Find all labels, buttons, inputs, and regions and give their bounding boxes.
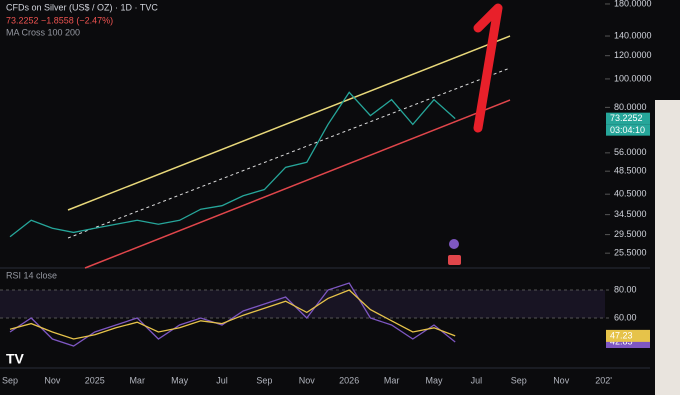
y-tick-label: 29.5000 [614,229,647,239]
x-tick-label: Mar [384,375,400,385]
x-tick-label: Jul [471,375,483,385]
y-tick-label: 80.0000 [614,102,647,112]
y-tick-label: 80.00 [614,284,637,294]
x-tick-label: Nov [299,375,316,385]
icon [449,239,459,249]
y-tick-label: 60.00 [614,312,637,322]
series-line [9,289,456,340]
paper-edge [655,100,680,395]
y-tick-label: 140.0000 [614,30,652,40]
trend-line [67,67,511,239]
y-tick-label: 120.0000 [614,50,652,60]
x-tick-label: 2025 [85,375,105,385]
y-tick-label: 40.5000 [614,189,647,199]
last-value-box [606,329,650,342]
x-tick-label: Mar [129,375,145,385]
x-tick-label: 2026 [339,375,359,385]
series-line [9,282,456,347]
x-tick-label: Jul [216,375,228,385]
x-tick-label: Sep [2,375,18,385]
indicator: MA Cross 100 200 [6,27,80,37]
y-tick-label: 180.0000 [614,0,652,8]
x-tick-label: 202' [595,375,612,385]
last-value-label: 73.2252 [610,113,643,123]
x-tick-label: Nov [44,375,61,385]
x-tick-label: Sep [511,375,527,385]
last-value-box [606,112,650,125]
trend-line [84,99,511,269]
rsi-title: RSI 14 close [6,270,57,280]
x-tick-label: May [171,375,189,385]
y-tick-label: 48.5000 [614,166,647,176]
y-tick-label: 56.0000 [614,147,647,157]
y-tick-label: 25.5000 [614,248,647,258]
series-line [9,91,456,238]
y-tick-label: 34.5000 [614,209,647,219]
symbol: CFDs on Silver (US$ / OZ) · 1D · TVC [6,2,158,12]
x-tick-label: May [425,375,443,385]
countdown: 03:04:10 [610,125,645,135]
x-tick-label: Sep [256,375,272,385]
logo: TV [6,351,25,367]
last-value-label: 47.23 [610,330,633,340]
icon [448,255,461,265]
quote: 73.2252 −1.8558 (−2.47%) [6,15,113,25]
y-tick-label: 100.0000 [614,73,652,83]
arrow-annotation [473,3,503,133]
background [0,0,680,395]
countdown-box [606,124,650,136]
x-tick-label: Nov [553,375,570,385]
trend-line [67,35,511,211]
